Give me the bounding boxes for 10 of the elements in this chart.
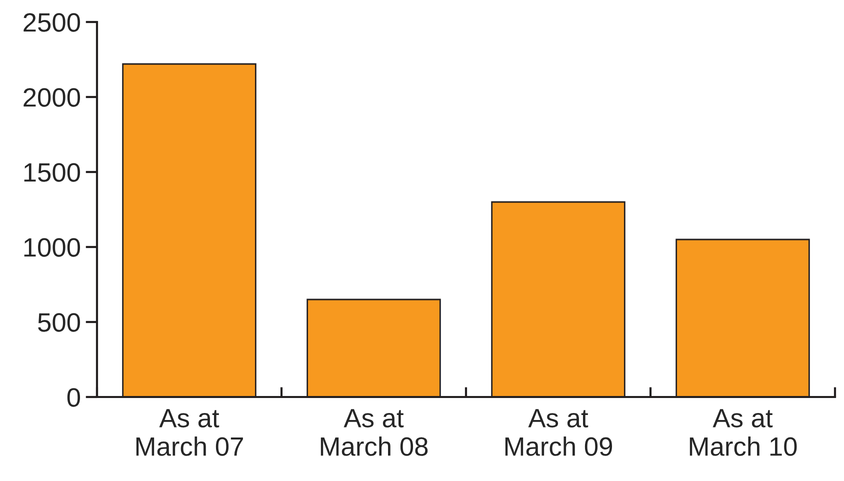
y-tick-label: 1500 xyxy=(24,163,80,182)
y-tick-label: 500 xyxy=(38,313,80,332)
y-tick-label: 0 xyxy=(67,388,80,407)
x-tick-label: As at March 10 xyxy=(690,409,797,456)
y-tick-label: 2500 xyxy=(24,13,80,32)
x-tick-label: As at March 09 xyxy=(505,409,612,456)
y-tick-label: 2000 xyxy=(24,88,80,107)
x-tick-label: As at March 08 xyxy=(320,409,428,456)
x-tick-label: As at March 07 xyxy=(136,409,243,456)
y-tick-label: 1000 xyxy=(24,238,80,257)
